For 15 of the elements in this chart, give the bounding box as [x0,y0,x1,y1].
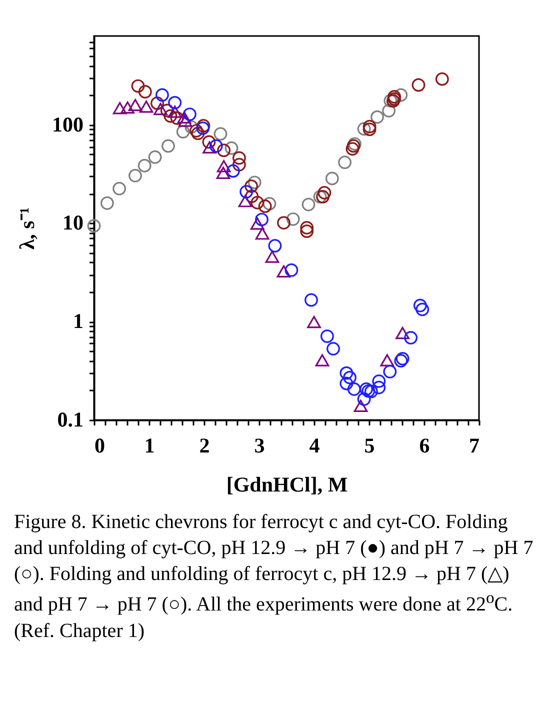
x-axis-title: [GdnHCl], M [226,472,348,496]
y-tick-label: 1 [73,309,84,334]
x-tick-label: 7 [469,434,480,458]
text: Figure 8. Kinetic chevrons for ferrocyt c and cyt-CO. Folding and unfolding of cyt-CO, pH 12.9 → pH 7 (●) and pH 7 → pH 7 (○). Folding and unfolding of ferrocyt c, pH 12.9 → pH 7 (△) and pH 7 → pH 7 (○). All the experiments were done at 22$^{o}$C. (Ref. Chapter 1) [14,511,534,642]
x-tick-label: 3 [254,434,265,458]
y-tick-label: 100 [52,112,84,136]
y-tick-label: 0.1 [57,408,84,432]
x-tick-label: 4 [309,434,320,458]
x-tick-label: 5 [364,434,375,458]
x-tick-label: 2 [199,434,210,458]
x-tick-label: 1 [144,434,155,458]
y-axis-title: λ, s⁻¹ [15,207,39,250]
y-tick-label: 10 [62,210,84,235]
x-tick-label: 6 [419,434,430,458]
x-tick-label: 0 [94,434,105,458]
